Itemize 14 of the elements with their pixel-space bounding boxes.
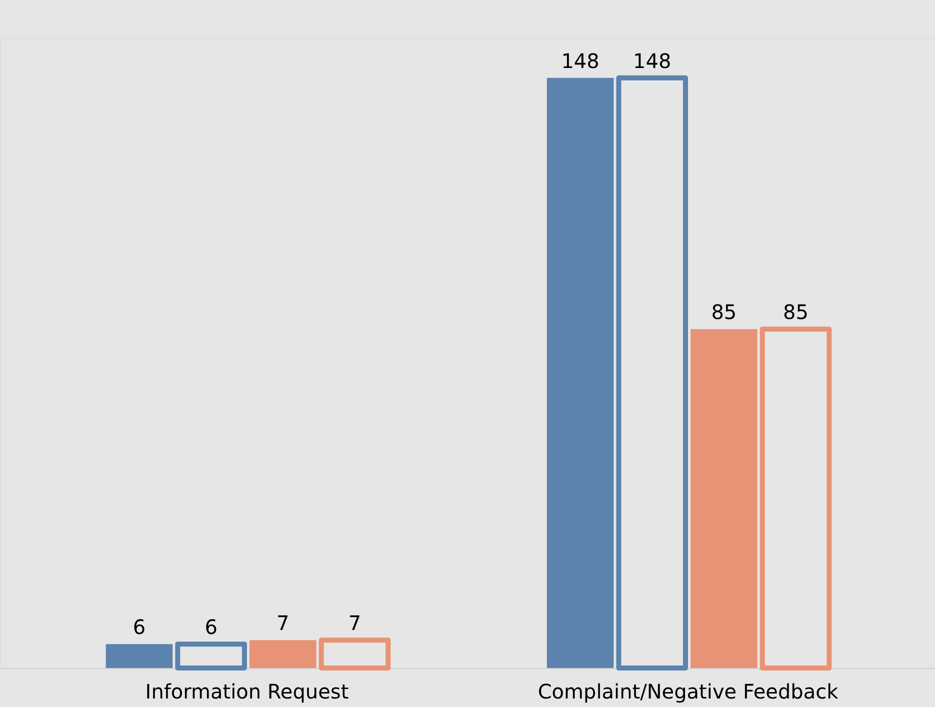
data-label: 148: [633, 48, 672, 73]
data-label: 7: [276, 611, 290, 636]
x-tick-label: Information Request: [145, 680, 349, 704]
bar: [249, 640, 316, 668]
bar: [546, 78, 614, 668]
data-label: 6: [132, 615, 146, 640]
x-tick-label: Complaint/Negative Feedback: [538, 680, 839, 704]
data-label: 7: [348, 611, 362, 636]
bar: [106, 644, 173, 668]
data-label: 85: [783, 300, 808, 324]
data-label: 6: [204, 615, 218, 640]
data-label: 148: [561, 48, 600, 73]
data-label: 85: [711, 300, 737, 324]
bar: [690, 329, 758, 668]
